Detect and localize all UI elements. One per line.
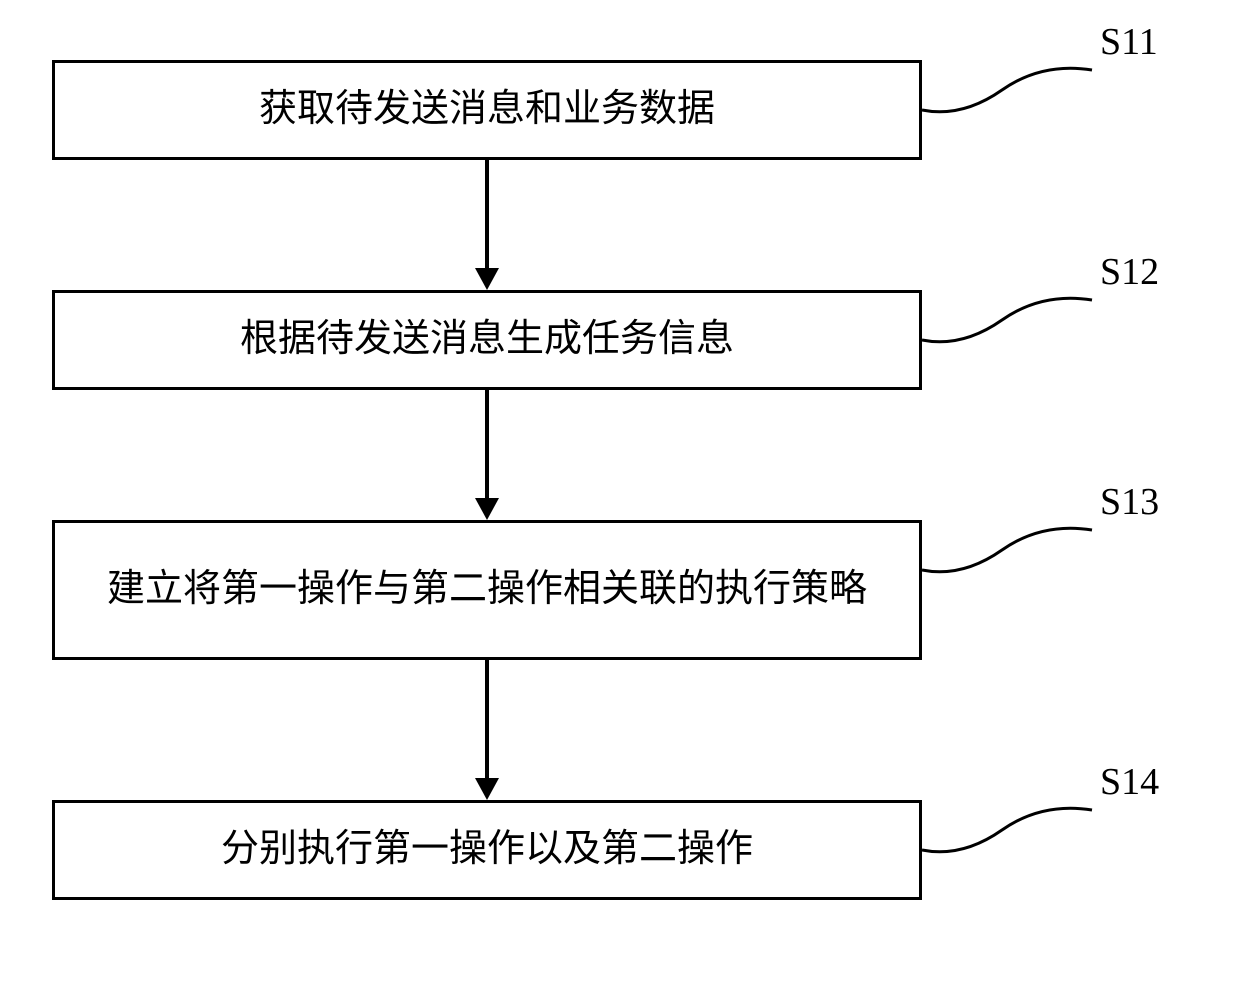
step-label-s12: S12 [1100, 250, 1159, 294]
callout-s14 [922, 800, 1092, 860]
step-box-s12: 根据待发送消息生成任务信息 [52, 290, 922, 390]
step-text: 建立将第一操作与第二操作相关联的执行策略 [107, 563, 867, 616]
arrow-head-1 [475, 268, 499, 290]
step-label-s11: S11 [1100, 20, 1158, 64]
arrow-shaft-3 [485, 660, 489, 778]
arrow-head-3 [475, 778, 499, 800]
flowchart-canvas: 获取待发送消息和业务数据 S11 根据待发送消息生成任务信息 S12 建立将第一… [0, 0, 1240, 998]
callout-s13 [922, 520, 1092, 580]
step-text: 根据待发送消息生成任务信息 [240, 313, 734, 366]
step-text: 获取待发送消息和业务数据 [259, 83, 715, 136]
step-text: 分别执行第一操作以及第二操作 [221, 823, 753, 876]
arrow-shaft-1 [485, 160, 489, 268]
arrow-shaft-2 [485, 390, 489, 498]
step-box-s13: 建立将第一操作与第二操作相关联的执行策略 [52, 520, 922, 660]
callout-s12 [922, 290, 1092, 350]
step-box-s14: 分别执行第一操作以及第二操作 [52, 800, 922, 900]
step-label-s14: S14 [1100, 760, 1159, 804]
step-label-s13: S13 [1100, 480, 1159, 524]
step-box-s11: 获取待发送消息和业务数据 [52, 60, 922, 160]
callout-s11 [922, 60, 1092, 120]
arrow-head-2 [475, 498, 499, 520]
